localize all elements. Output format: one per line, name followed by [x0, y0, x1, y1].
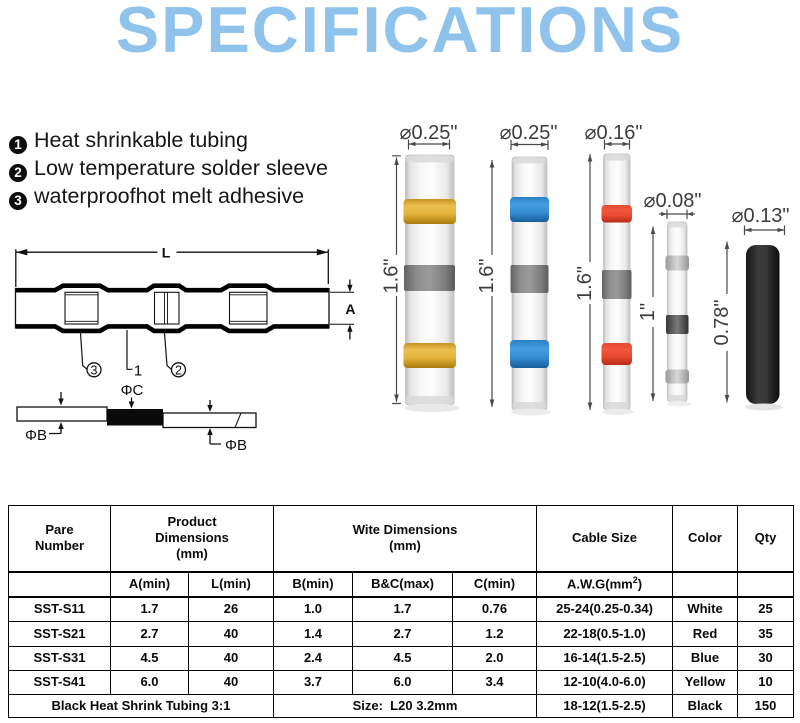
- svg-text:1.6": 1.6": [476, 259, 498, 294]
- svg-text:⌀0.25": ⌀0.25": [499, 122, 557, 144]
- svg-text:⌀0.16": ⌀0.16": [584, 122, 642, 144]
- svg-text:1.6": 1.6": [381, 259, 403, 294]
- svg-text:1: 1: [134, 363, 142, 380]
- svg-text:ΦB: ΦB: [225, 437, 247, 454]
- svg-text:⌀0.08": ⌀0.08": [643, 190, 701, 212]
- svg-text:0.78": 0.78": [711, 299, 733, 345]
- svg-text:2: 2: [175, 363, 182, 377]
- svg-text:3: 3: [91, 363, 98, 377]
- svg-text:⌀0.25": ⌀0.25": [399, 122, 457, 144]
- svg-text:1": 1": [637, 303, 659, 321]
- svg-text:1.6": 1.6": [574, 266, 596, 301]
- svg-text:ΦC: ΦC: [121, 382, 144, 399]
- svg-text:ΦB: ΦB: [25, 427, 47, 444]
- svg-text:A: A: [345, 301, 355, 317]
- svg-text:L: L: [162, 245, 171, 261]
- svg-text:⌀0.13": ⌀0.13": [731, 205, 789, 227]
